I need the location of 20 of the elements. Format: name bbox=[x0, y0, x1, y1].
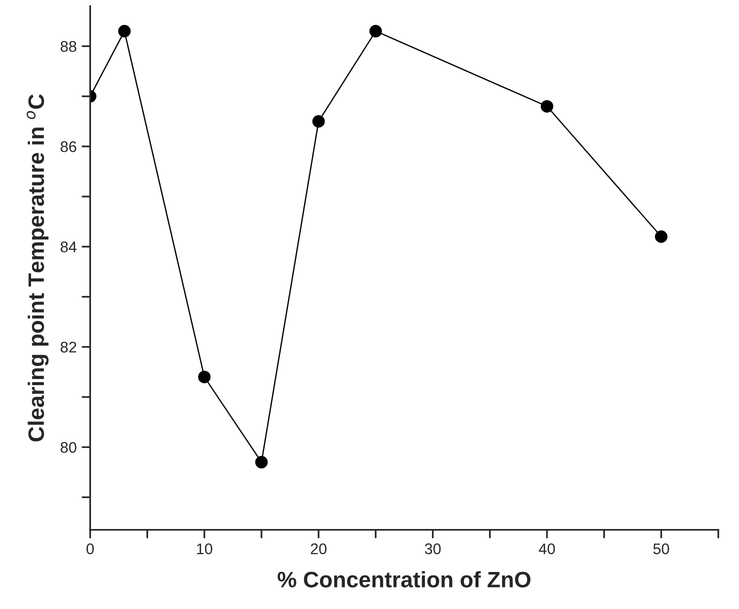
point bbox=[255, 456, 268, 468]
point bbox=[540, 100, 554, 113]
y-axis-title: Clearing point Temperature in $^{o}$C bbox=[26, 94, 49, 442]
point bbox=[118, 24, 131, 38]
point bbox=[198, 370, 211, 384]
x-tick-label: 10 bbox=[197, 543, 212, 554]
x-tick-label: 20 bbox=[310, 543, 326, 554]
x-tick-label: 30 bbox=[424, 543, 441, 554]
point bbox=[654, 230, 668, 243]
y-tick-label: 80 bbox=[60, 442, 76, 453]
point bbox=[369, 24, 382, 38]
y-tick-label: 84 bbox=[60, 242, 77, 252]
y-tick-label: 88 bbox=[60, 41, 76, 52]
x-tick-label: 0 bbox=[86, 543, 94, 554]
y-tick-label: 82 bbox=[60, 342, 76, 353]
y-tick-label: 86 bbox=[60, 141, 76, 152]
x-axis-title: % Concentration of ZnO bbox=[278, 571, 530, 588]
point bbox=[312, 115, 325, 128]
x-tick-label: 40 bbox=[538, 543, 555, 554]
x-tick-label: 50 bbox=[653, 543, 670, 554]
